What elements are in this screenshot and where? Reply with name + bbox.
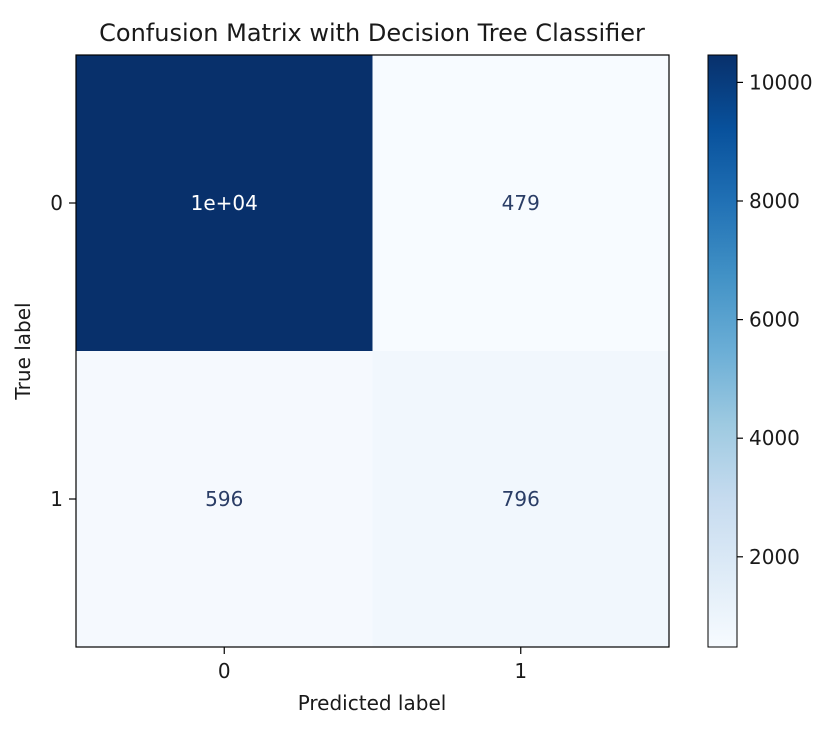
colorbar <box>707 54 738 648</box>
chart-title: Confusion Matrix with Decision Tree Clas… <box>99 19 645 47</box>
colorbar-tick-label: 10000 <box>749 70 813 94</box>
heatmap-cell-1-1 <box>372 351 670 648</box>
colorbar-tick-label: 8000 <box>749 189 800 213</box>
x-tick-label: 0 <box>218 659 231 683</box>
y-tick-label: 0 <box>50 191 63 215</box>
y-tick-label: 1 <box>50 487 63 511</box>
heatmap-cell-1-0 <box>76 351 373 648</box>
colorbar-tick-label: 4000 <box>749 426 800 450</box>
heatmap-cells <box>76 55 670 648</box>
x-tick-label: 1 <box>514 659 527 683</box>
cell-label-1-1: 796 <box>502 487 540 511</box>
cell-label-0-1: 479 <box>502 191 540 215</box>
cell-labels: 1e+04 479 596 796 <box>191 191 540 511</box>
colorbar-tick-label: 6000 <box>749 308 800 332</box>
cell-label-1-0: 596 <box>205 487 243 511</box>
colorbar-tick-label: 2000 <box>749 545 800 569</box>
heatmap-cell-0-0 <box>76 55 373 352</box>
x-axis-label: Predicted label <box>298 691 447 715</box>
colorbar-ticks: 2000 4000 6000 8000 10000 <box>737 70 813 569</box>
cell-label-0-0: 1e+04 <box>191 191 258 215</box>
heatmap-cell-0-1 <box>372 55 670 352</box>
y-axis-ticks: 01 <box>50 191 76 511</box>
plot-frame <box>75 54 670 648</box>
y-axis-label: True label <box>11 302 35 400</box>
